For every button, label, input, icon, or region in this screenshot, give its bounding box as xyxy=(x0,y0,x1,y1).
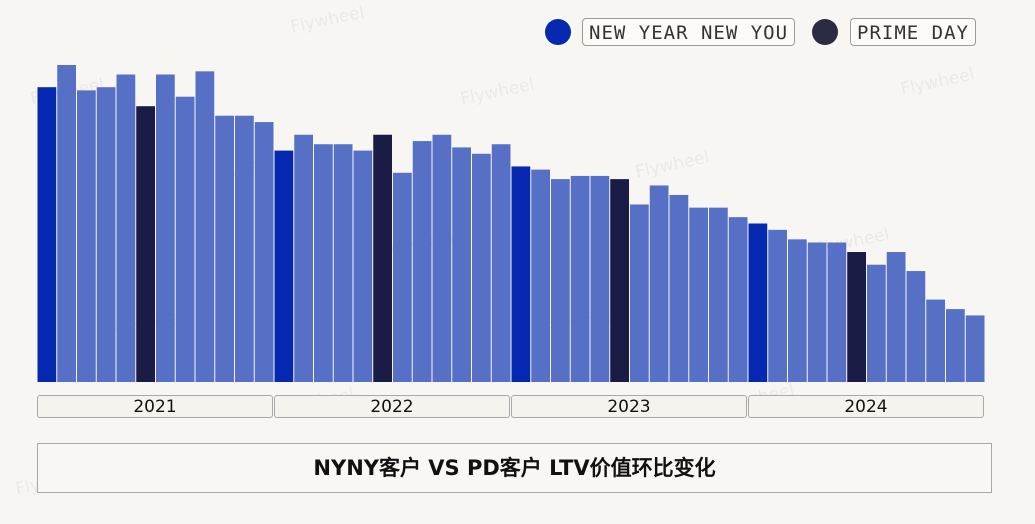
bar-2022-11 xyxy=(472,153,491,382)
bar-2023-08 xyxy=(649,185,669,382)
bar-2022-08 xyxy=(412,141,432,382)
bar-2021-11 xyxy=(235,115,254,382)
bar-2023-03 xyxy=(551,179,570,382)
bar-2024-08 xyxy=(886,252,906,382)
bar-2021-06 xyxy=(136,106,155,383)
bar-2023-05 xyxy=(590,175,610,382)
bar-2022-10 xyxy=(452,147,471,382)
bar-2024-03 xyxy=(788,239,807,382)
bar-2024-11 xyxy=(946,309,965,382)
bar-2021-12 xyxy=(254,122,274,382)
year-label: 2021 xyxy=(37,395,273,418)
bar-2024-04 xyxy=(807,242,827,382)
bar-2023-12 xyxy=(728,217,748,382)
bar-2021-09 xyxy=(195,71,215,382)
bar-2021-10 xyxy=(215,115,234,382)
bar-2024-06 xyxy=(847,252,866,382)
bar-2024-05 xyxy=(827,242,847,382)
bar-2021-03 xyxy=(77,90,96,383)
legend-swatch-nyny xyxy=(545,19,571,45)
bar-2023-06 xyxy=(610,179,629,382)
year-label: 2023 xyxy=(511,395,747,418)
year-label: 2022 xyxy=(274,395,510,418)
chart-title: NYNY客户 VS PD客户 LTV价值环比变化 xyxy=(37,443,992,493)
bar-2022-01 xyxy=(274,150,294,382)
bar-2023-09 xyxy=(669,194,689,382)
bar-2021-08 xyxy=(175,96,195,382)
bar-2022-09 xyxy=(432,134,452,382)
bar-2021-04 xyxy=(96,87,116,382)
bar-2023-04 xyxy=(570,175,590,382)
bar-2021-02 xyxy=(57,65,76,382)
bar-2024-01 xyxy=(748,223,768,382)
year-label: 2024 xyxy=(748,395,984,418)
bar-2022-07 xyxy=(393,172,412,382)
bar-2021-05 xyxy=(116,74,136,382)
bar-2022-12 xyxy=(491,144,511,382)
bar-2022-06 xyxy=(373,134,392,382)
bar-2023-01 xyxy=(511,166,531,382)
bar-2022-03 xyxy=(314,144,333,382)
legend-label-nyny: NEW YEAR NEW YOU xyxy=(582,18,796,46)
bar-2023-07 xyxy=(630,204,649,382)
bar-2024-09 xyxy=(906,271,926,382)
bar-2023-02 xyxy=(531,169,550,382)
legend-swatch-pd xyxy=(812,19,838,45)
legend-label-pd: PRIME DAY xyxy=(850,18,976,46)
bar-2024-07 xyxy=(867,264,886,382)
legend-item-nyny[interactable]: NEW YEAR NEW YOU xyxy=(545,16,796,48)
bar-2023-11 xyxy=(709,207,728,382)
bar-2021-07 xyxy=(156,74,175,382)
bar-2023-10 xyxy=(689,207,708,382)
bar-2024-02 xyxy=(768,229,787,382)
bar-2024-10 xyxy=(926,299,945,382)
bar-2022-02 xyxy=(294,134,313,382)
bar-2022-05 xyxy=(353,150,373,382)
legend-item-pd[interactable]: PRIME DAY xyxy=(812,16,987,48)
bar-2022-04 xyxy=(333,144,353,382)
bar-2021-01 xyxy=(37,87,57,382)
bar-2024-12 xyxy=(965,315,985,382)
